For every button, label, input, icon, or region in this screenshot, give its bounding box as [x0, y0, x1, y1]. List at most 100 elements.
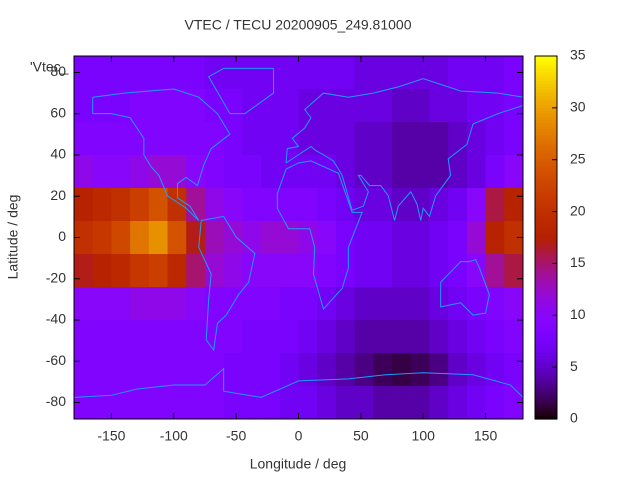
colorbar-step [535, 415, 557, 420]
heatmap-cell [466, 386, 487, 419]
colorbar-step [535, 74, 557, 78]
heatmap-cell [504, 320, 523, 354]
heatmap-cell [242, 89, 262, 123]
heatmap-cell [186, 254, 206, 288]
heatmap-cell [92, 89, 112, 123]
heatmap-cell [410, 221, 430, 255]
heatmap-cell [74, 320, 94, 354]
colorbar-step [535, 231, 557, 236]
heatmap-cell [186, 353, 206, 387]
heatmap-cell [242, 155, 262, 189]
heatmap-cell [429, 320, 449, 354]
colorbar-step [535, 282, 557, 287]
heatmap-cell [186, 386, 206, 419]
heatmap [74, 56, 523, 419]
heatmap-cell [261, 386, 281, 419]
colorbar-step [535, 228, 557, 233]
x-tick-label: 150 [474, 428, 498, 444]
heatmap-cell [111, 254, 131, 288]
heatmap-cell [448, 221, 468, 255]
colorbar-step [535, 301, 557, 305]
heatmap-cell [111, 320, 131, 354]
heatmap-cell [448, 56, 468, 90]
colorbar-step [535, 62, 557, 66]
heatmap-cell [448, 320, 468, 354]
heatmap-cell [242, 254, 262, 288]
colorbar-step [535, 167, 557, 172]
colorbar-step [535, 291, 557, 296]
colorbar-tick-label: 35 [570, 47, 586, 63]
colorbar-step [535, 273, 557, 278]
coastline [209, 68, 274, 113]
colorbar-step [535, 204, 557, 208]
heatmap-cell [74, 254, 94, 288]
heatmap-cell [410, 254, 430, 288]
heatmap-cell [485, 254, 505, 288]
heatmap-cell [504, 155, 523, 189]
heatmap-cell [223, 353, 243, 387]
heatmap-cell [242, 188, 262, 222]
colorbar-step [535, 243, 557, 248]
colorbar-step [535, 189, 557, 193]
heatmap-cell [448, 353, 468, 387]
colorbar-step [535, 270, 557, 275]
colorbar-step [535, 240, 557, 245]
colorbar-step [535, 307, 557, 311]
heatmap-cell [130, 188, 150, 222]
colorbar-step [535, 89, 557, 93]
heatmap-cell [204, 155, 225, 189]
colorbar-step [535, 376, 557, 381]
heatmap-cell [429, 56, 449, 90]
heatmap-cell [429, 155, 449, 189]
y-tick-label: -40 [46, 311, 66, 327]
heatmap-cell [354, 56, 374, 90]
colorbar-step [535, 95, 557, 99]
heatmap-cell [373, 353, 393, 387]
heatmap-cell [373, 155, 393, 189]
heatmap-cell [92, 188, 112, 222]
heatmap-cell [392, 386, 412, 419]
heatmap-cell [317, 353, 337, 387]
colorbar-step [535, 86, 557, 90]
colorbar-step [535, 234, 557, 239]
heatmap-cell [130, 89, 150, 123]
heatmap-cell [373, 386, 393, 419]
heatmap-cell [279, 386, 299, 419]
heatmap-cell [448, 89, 468, 123]
heatmap-cell [335, 122, 356, 156]
colorbar-tick-label: 5 [570, 358, 578, 374]
heatmap-cell [242, 386, 262, 419]
colorbar-tick-label: 20 [570, 202, 586, 218]
heatmap-cell [92, 386, 112, 419]
colorbar-step [535, 216, 557, 220]
heatmap-cell [242, 320, 262, 354]
y-tick-label: 80 [50, 63, 66, 79]
heatmap-cell [92, 320, 112, 354]
heatmap-cell [279, 89, 299, 123]
heatmap-cell [335, 287, 356, 321]
colorbar-step [535, 310, 557, 314]
heatmap-cell [204, 287, 225, 321]
heatmap-cell [186, 155, 206, 189]
heatmap-cell [317, 386, 337, 419]
heatmap-cell [410, 155, 430, 189]
heatmap-cell [279, 320, 299, 354]
key-title: 'Vtec_ [30, 59, 69, 75]
colorbar-step [535, 358, 557, 363]
colorbar-step [535, 192, 557, 196]
heatmap-cell [485, 89, 505, 123]
heatmap-cell [130, 320, 150, 354]
heatmap-cell [111, 56, 131, 90]
colorbar-step [535, 56, 557, 60]
colorbar-step [535, 361, 557, 366]
heatmap-cell [466, 287, 487, 321]
colorbar-tick-label: 0 [570, 410, 578, 426]
colorbar-step [535, 92, 557, 96]
coastline [277, 161, 362, 309]
chart-title: VTEC / TECU 20200905_249.81000 [184, 17, 411, 33]
colorbar-step [535, 137, 557, 142]
heatmap-cell [204, 188, 225, 222]
colorbar-step [535, 77, 557, 81]
colorbar-step [535, 328, 557, 332]
heatmap-cell [298, 320, 318, 354]
